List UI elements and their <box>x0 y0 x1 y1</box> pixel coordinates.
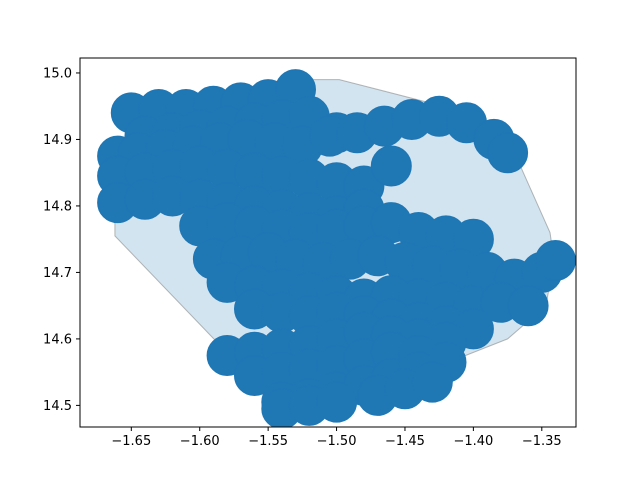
data-point <box>316 381 358 423</box>
y-axis: 14.5 14.6 14.7 14.8 14.9 15.0 <box>43 66 80 414</box>
data-point <box>535 240 576 281</box>
y-tick-label: 14.9 <box>43 133 72 148</box>
x-axis: −1.65 −1.60 −1.55 −1.50 −1.45 −1.40 −1.35 <box>111 427 562 449</box>
data-point <box>411 361 453 403</box>
x-tick-label: −1.45 <box>385 434 425 449</box>
x-tick-label: −1.40 <box>453 434 493 449</box>
data-point <box>487 132 529 174</box>
data-point <box>507 285 549 327</box>
y-tick-label: 14.8 <box>43 199 72 214</box>
x-tick-label: −1.50 <box>317 434 357 449</box>
x-tick-label: −1.35 <box>522 434 562 449</box>
scatter-blob <box>97 69 576 427</box>
plot-area <box>97 69 576 427</box>
y-tick-label: 14.7 <box>43 266 72 281</box>
x-tick-label: −1.65 <box>111 434 151 449</box>
data-point <box>370 145 412 187</box>
x-tick-label: −1.60 <box>180 434 220 449</box>
y-tick-label: 14.6 <box>43 332 72 347</box>
y-tick-label: 15.0 <box>43 66 72 81</box>
y-tick-label: 14.5 <box>43 399 72 414</box>
axes-frame <box>79 57 577 428</box>
x-tick-label: −1.55 <box>248 434 288 449</box>
